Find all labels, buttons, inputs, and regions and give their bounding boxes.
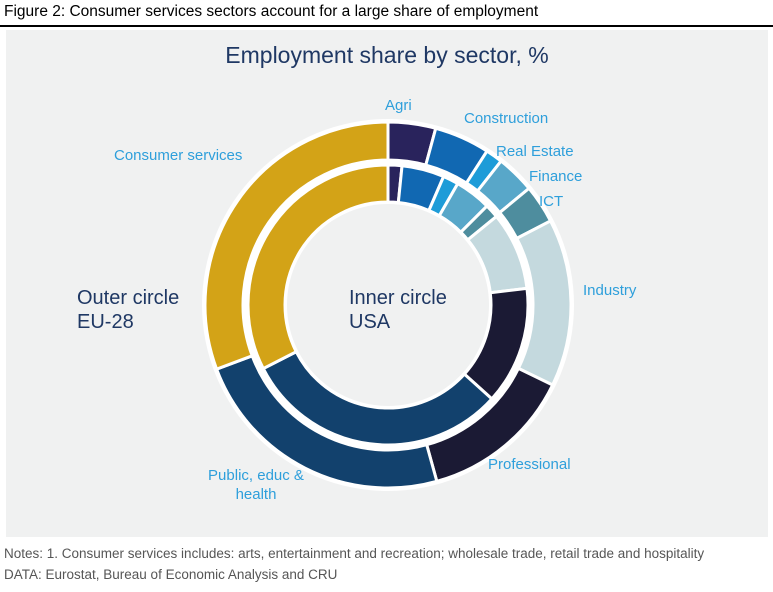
sector-label-construction: Construction	[464, 110, 549, 127]
figure-title: Figure 2: Consumer services sectors acco…	[4, 3, 539, 20]
notes-line: Notes: 1. Consumer services includes: ar…	[4, 546, 705, 561]
slice-eu-28-consumer-services	[203, 120, 390, 372]
outer-ring-caption-line1: Outer circle	[77, 287, 180, 309]
slice-usa-consumer-services	[246, 163, 390, 371]
sector-label-ict: ICT	[539, 193, 564, 210]
outer-ring-caption-line2: EU-28	[77, 311, 134, 333]
sector-label-professional: Professional	[488, 456, 571, 473]
sector-label-industry: Industry	[583, 282, 637, 299]
inner-ring-caption-line2: USA	[349, 311, 391, 333]
donut-center-hole	[287, 204, 489, 406]
sector-label-consumer-services: Consumer services	[114, 147, 243, 164]
chart-title: Employment share by sector, %	[225, 42, 549, 68]
notes-block: Notes: 1. Consumer services includes: ar…	[4, 543, 704, 585]
inner-ring-caption-line1: Inner circle	[349, 287, 447, 309]
sector-label-public-educ-health: Public, educ & health	[208, 467, 304, 503]
figure-title-underline	[0, 25, 773, 27]
sector-label-agri: Agri	[385, 97, 412, 114]
data-source-line: DATA: Eurostat, Bureau of Economic Analy…	[4, 567, 338, 582]
inner-ring-caption: Inner circle USA	[349, 286, 447, 334]
chart-panel: Employment share by sector, % Agri Constr…	[6, 30, 768, 537]
outer-ring-caption: Outer circle EU-28	[77, 286, 179, 334]
donut-chart	[202, 119, 574, 491]
sector-label-real-estate: Real Estate	[496, 143, 574, 160]
sector-label-finance: Finance	[529, 168, 583, 185]
